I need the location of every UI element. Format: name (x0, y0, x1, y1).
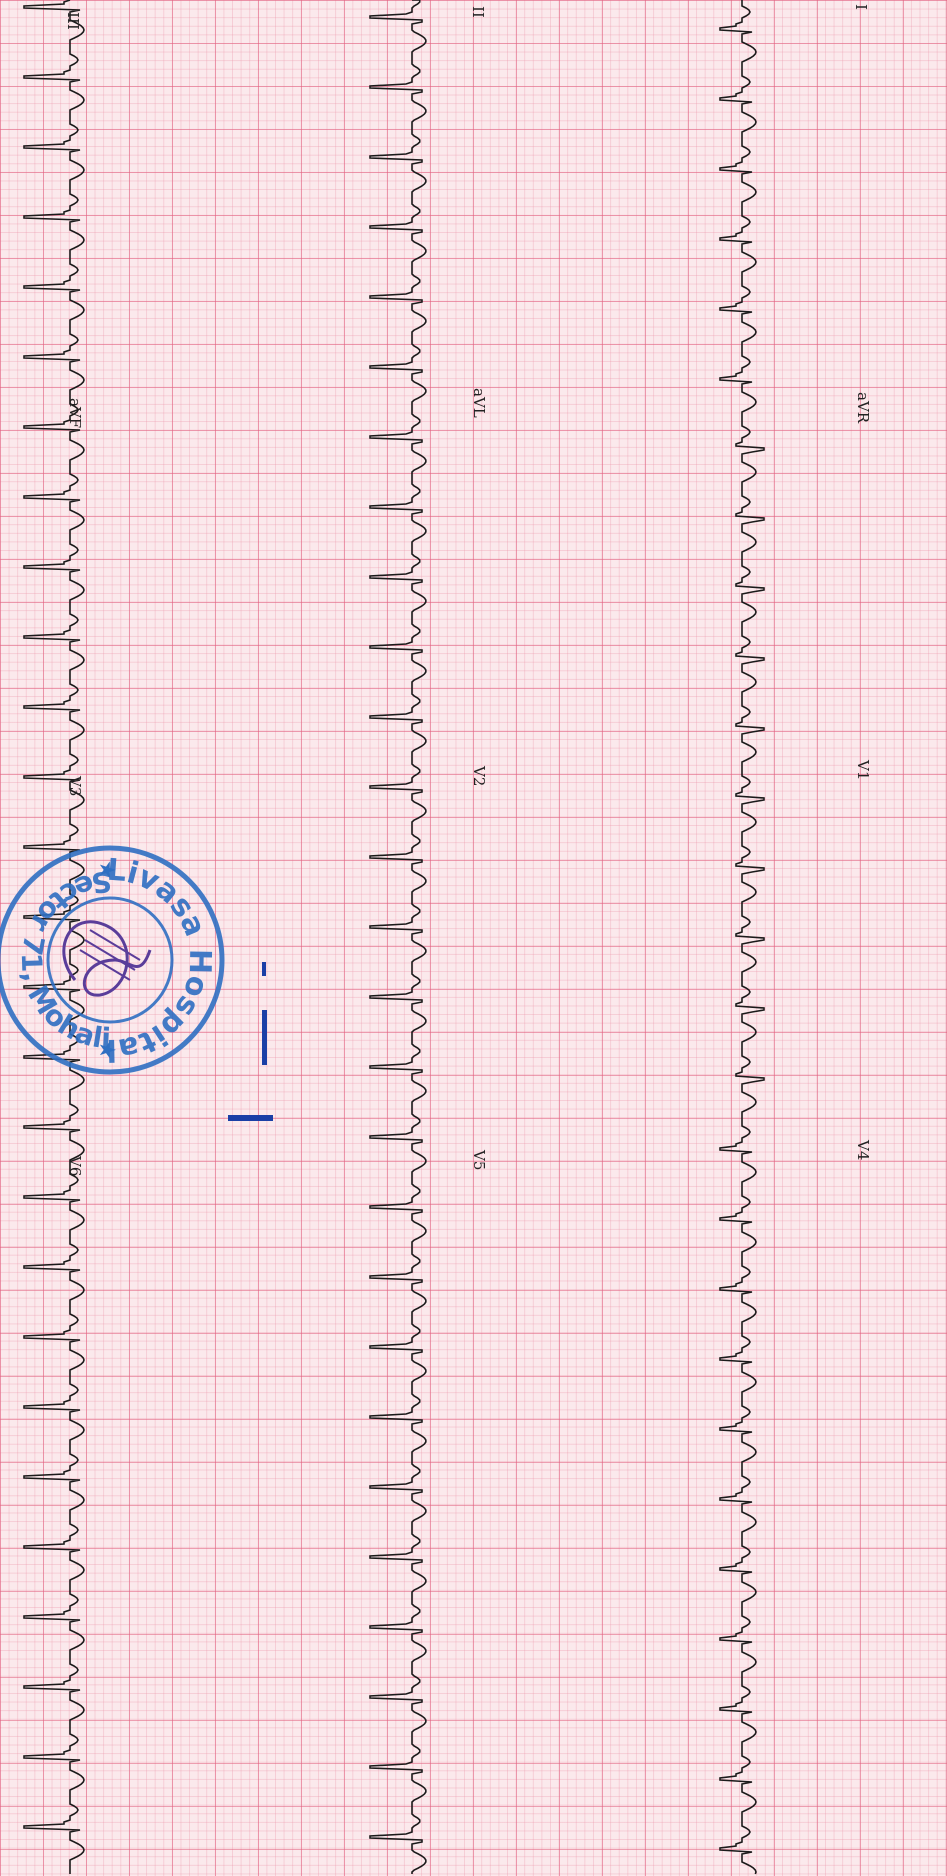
svg-text:Livasa Hospital: Livasa Hospital (106, 853, 217, 1067)
lead-label-v2: V2 (470, 766, 488, 787)
ecg-trace-column-2 (369, 0, 427, 1874)
lead-label-v3: V3 (66, 776, 84, 797)
lead-label-v4: V4 (854, 1140, 872, 1161)
lead-label-v6: V6 (66, 1156, 84, 1177)
ink-mark (228, 1115, 273, 1121)
lead-label-avl: aVL (470, 388, 488, 418)
ecg-trace-column-3 (23, 0, 85, 1874)
hospital-stamp: Livasa Hospital Sector 71, Mohali ★ ★ (0, 845, 225, 1075)
stamp-star-icon: ★ (94, 860, 119, 880)
ink-mark (262, 962, 266, 976)
lead-label-ii: II (469, 6, 487, 18)
lead-label-v5: V5 (470, 1150, 488, 1171)
lead-label-avf: aVF (66, 398, 84, 429)
ecg-trace-column-1 (719, 0, 765, 1875)
lead-label-iii: III (64, 12, 82, 30)
ink-mark (262, 1010, 267, 1065)
stamp-top-text: Livasa Hospital (106, 853, 217, 1067)
lead-label-i: I (852, 4, 870, 10)
stamp-star-icon: ★ (94, 1040, 119, 1060)
lead-label-avr: aVR (854, 392, 872, 424)
lead-label-v1: V1 (854, 760, 872, 781)
